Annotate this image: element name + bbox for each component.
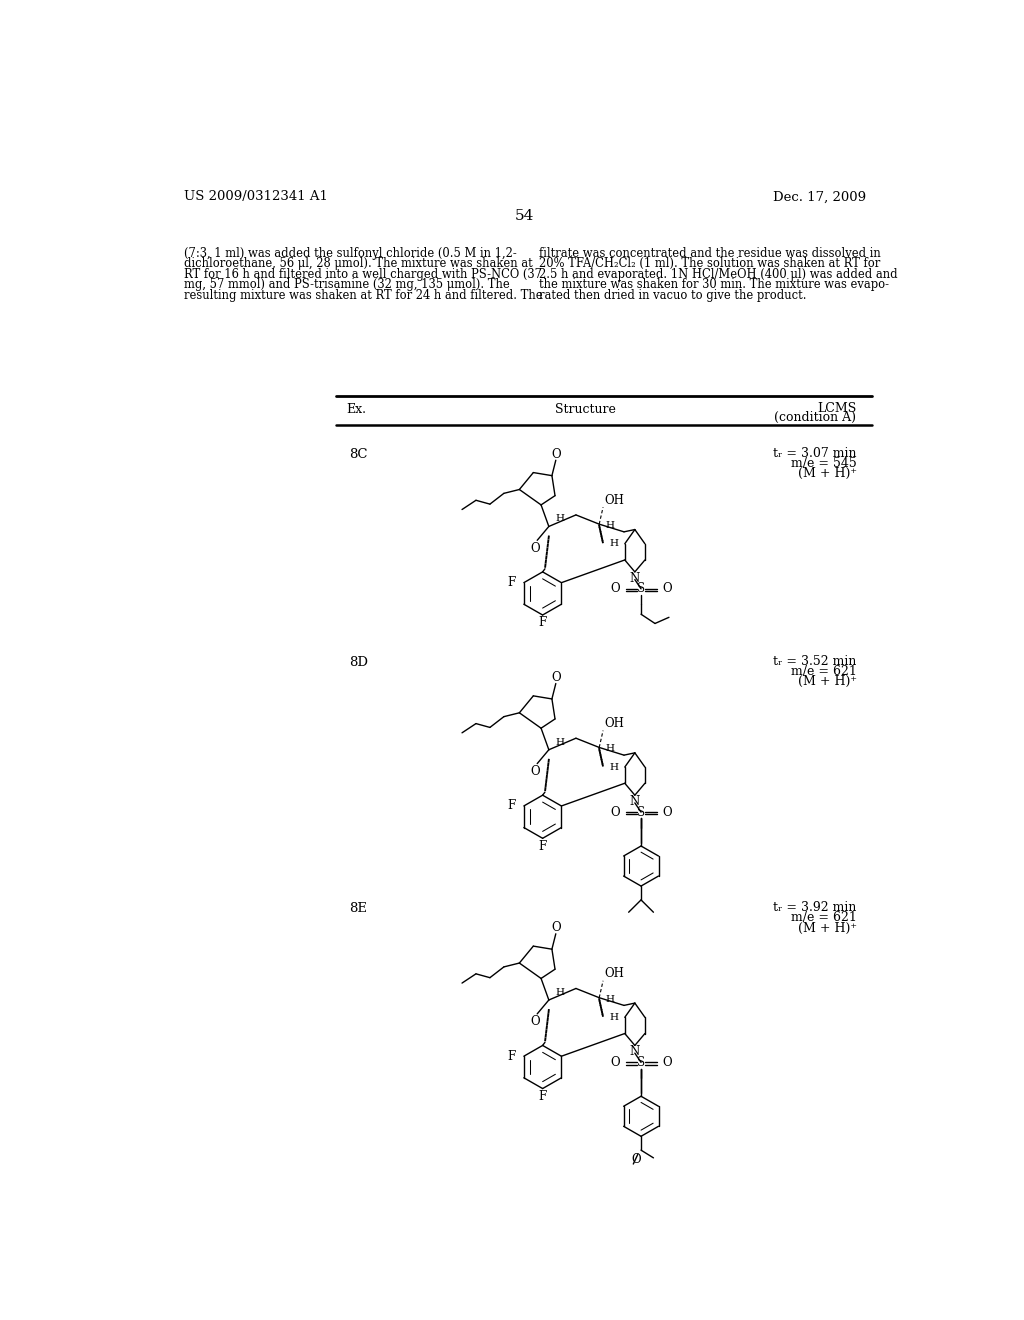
Text: 8C: 8C (349, 447, 368, 461)
Text: filtrate was concentrated and the residue was dissolved in: filtrate was concentrated and the residu… (539, 247, 881, 260)
Text: O: O (610, 582, 621, 595)
Text: 8D: 8D (349, 656, 368, 669)
Text: S: S (637, 582, 645, 595)
Text: O: O (662, 582, 672, 595)
Text: (M + H)⁺: (M + H)⁺ (798, 467, 856, 480)
Text: H: H (609, 1012, 618, 1022)
Text: S: S (637, 1056, 645, 1069)
Text: F: F (539, 616, 547, 630)
Text: US 2009/0312341 A1: US 2009/0312341 A1 (183, 190, 328, 203)
Text: S: S (637, 805, 645, 818)
Text: O: O (632, 1152, 641, 1166)
Text: F: F (539, 840, 547, 853)
Text: tᵣ = 3.52 min: tᵣ = 3.52 min (773, 655, 856, 668)
Text: O: O (662, 1056, 672, 1069)
Text: m/e = 621: m/e = 621 (791, 911, 856, 924)
Text: 8E: 8E (349, 903, 367, 915)
Text: F: F (539, 1090, 547, 1102)
Text: 54: 54 (515, 209, 535, 223)
Text: N: N (630, 572, 640, 585)
Text: resulting mixture was shaken at RT for 24 h and filtered. The: resulting mixture was shaken at RT for 2… (183, 289, 543, 301)
Text: H: H (556, 738, 565, 747)
Text: H: H (605, 744, 614, 754)
Text: F: F (508, 1049, 516, 1063)
Text: N: N (630, 795, 640, 808)
Text: O: O (530, 1015, 541, 1028)
Text: OH: OH (604, 717, 625, 730)
Text: 20% TFA/CH₂Cl₂ (1 ml). The solution was shaken at RT for: 20% TFA/CH₂Cl₂ (1 ml). The solution was … (539, 257, 880, 271)
Text: (M + H)⁺: (M + H)⁺ (798, 921, 856, 935)
Text: tᵣ = 3.92 min: tᵣ = 3.92 min (773, 902, 856, 915)
Text: the mixture was shaken for 30 min. The mixture was evapo-: the mixture was shaken for 30 min. The m… (539, 279, 889, 292)
Text: RT for 16 h and filtered into a well charged with PS-NCO (37: RT for 16 h and filtered into a well cha… (183, 268, 542, 281)
Text: m/e = 545: m/e = 545 (791, 457, 856, 470)
Text: Ex.: Ex. (346, 404, 367, 416)
Text: F: F (508, 800, 516, 813)
Text: O: O (551, 671, 560, 684)
Text: mg, 57 mmol) and PS-trisamine (32 mg, 135 μmol). The: mg, 57 mmol) and PS-trisamine (32 mg, 13… (183, 279, 510, 292)
Text: LCMS: LCMS (817, 401, 856, 414)
Text: OH: OH (604, 968, 625, 981)
Text: O: O (530, 764, 541, 777)
Text: O: O (610, 1056, 621, 1069)
Text: (7:3, 1 ml) was added the sulfonyl chloride (0.5 M in 1,2-: (7:3, 1 ml) was added the sulfonyl chlor… (183, 247, 516, 260)
Text: dichloroethane, 56 μl, 28 μmol). The mixture was shaken at: dichloroethane, 56 μl, 28 μmol). The mix… (183, 257, 532, 271)
Text: Dec. 17, 2009: Dec. 17, 2009 (773, 190, 866, 203)
Text: H: H (556, 515, 565, 523)
Text: O: O (662, 805, 672, 818)
Text: 2.5 h and evaporated. 1N HCl/MeOH (400 μl) was added and: 2.5 h and evaporated. 1N HCl/MeOH (400 μ… (539, 268, 897, 281)
Text: O: O (551, 447, 560, 461)
Text: O: O (610, 805, 621, 818)
Text: m/e = 621: m/e = 621 (791, 665, 856, 678)
Text: OH: OH (604, 494, 625, 507)
Text: H: H (609, 763, 618, 772)
Text: Structure: Structure (555, 404, 615, 416)
Text: N: N (630, 1045, 640, 1059)
Text: (M + H)⁺: (M + H)⁺ (798, 675, 856, 688)
Text: rated then dried in vacuo to give the product.: rated then dried in vacuo to give the pr… (539, 289, 806, 301)
Text: (condition A): (condition A) (774, 411, 856, 424)
Text: H: H (609, 540, 618, 548)
Text: tᵣ = 3.07 min: tᵣ = 3.07 min (773, 447, 856, 461)
Text: O: O (530, 541, 541, 554)
Text: H: H (605, 521, 614, 531)
Text: H: H (605, 995, 614, 1003)
Text: F: F (508, 576, 516, 589)
Text: H: H (556, 987, 565, 997)
Text: O: O (551, 921, 560, 935)
